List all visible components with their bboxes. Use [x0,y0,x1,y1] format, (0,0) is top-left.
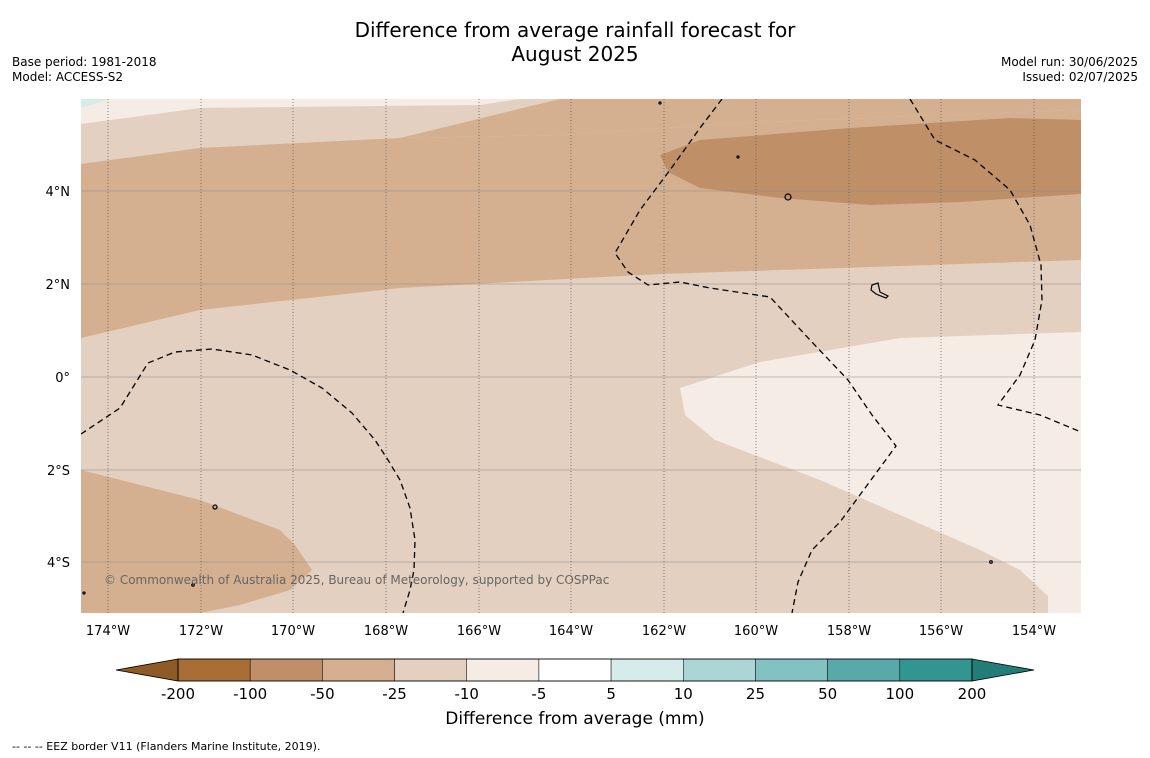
lat-label: 2°N [46,278,71,293]
colorbar-segment [466,658,540,682]
colorbar-tick-label: 25 [746,685,765,703]
colorbar-tick-label: 100 [885,685,914,703]
eez-footnote: -- -- -- EEZ border V11 (Flanders Marine… [12,740,321,753]
anomaly-band-dry-top [400,99,1081,138]
lon-label: 164°W [549,624,593,639]
lon-label: 160°W [734,624,778,639]
anomaly-light-top [81,99,520,124]
lon-label: 170°W [271,624,315,639]
base-period: Base period: 1981-2018 [12,55,157,69]
colorbar-segment [827,658,901,682]
colorbar-segment [249,658,323,682]
latitude-gridlines [81,190,1081,563]
lon-label: 166°W [457,624,501,639]
title-line-2: August 2025 [511,42,639,66]
anomaly-band-very-dry [660,118,1081,205]
colorbar-tick-label: 50 [818,685,837,703]
lon-label: 162°W [642,624,686,639]
lat-label: 2°S [47,464,70,479]
islands [82,101,993,595]
lat-label: 4°N [46,185,71,200]
colorbar: -200 -100 -50 -25 -10 -5 5 10 25 50 100 200 [115,658,1035,703]
colorbar-segment [683,658,756,682]
colorbar-segment [322,658,395,682]
map-area: © Commonwealth of Australia 2025, Bureau… [81,99,1081,613]
colorbar-tick-labels: -200 -100 -50 -25 -10 -5 5 10 25 50 100 200 [161,685,986,703]
lon-label: 154°W [1012,624,1056,639]
copyright-notice: © Commonwealth of Australia 2025, Bureau… [104,573,609,587]
colorbar-segments [177,658,973,682]
colorbar-segment [610,658,684,682]
lon-label: 174°W [86,624,130,639]
lon-label: 172°W [179,624,223,639]
title-line-1: Difference from average rainfall forecas… [354,18,796,42]
lon-label: 158°W [827,624,871,639]
lon-label: 156°W [919,624,963,639]
meta-left: Base period: 1981-2018 Model: ACCESS-S2 [12,55,157,85]
colorbar-frame [177,658,973,682]
colorbar-tick-label: 200 [958,685,987,703]
lat-label: 0° [55,371,70,386]
colorbar-tick-label: -50 [310,685,335,703]
lat-label: 4°S [47,556,70,571]
colorbar-tick-label: 5 [606,685,616,703]
colorbar-segment [899,658,973,682]
colorbar-segment [755,658,828,682]
colorbar-tick-label: -5 [531,685,546,703]
colorbar-label: Difference from average (mm) [445,709,705,729]
issued-date: Issued: 02/07/2025 [1022,70,1138,84]
map-title: Difference from average rainfall forecas… [0,18,1150,66]
lon-label: 168°W [364,624,408,639]
eez-borders [81,99,1081,613]
colorbar-extend-high [971,658,1035,682]
colorbar-tick-label: 10 [674,685,693,703]
colorbar-segment [538,658,612,682]
anomaly-dry-southwest [81,470,312,613]
colorbar-extend-low [115,658,179,682]
anomaly-wet-corner [81,99,111,108]
colorbar-tick-label: -10 [454,685,479,703]
colorbar-tick-label: -100 [233,685,267,703]
colorbar-segment [394,658,467,682]
colorbar-tick-label: -25 [382,685,407,703]
model-name: Model: ACCESS-S2 [12,70,124,84]
anomaly-near-average [680,332,1081,613]
model-run: Model run: 30/06/2025 [1000,55,1138,69]
meta-right: Model run: 30/06/2025 Issued: 02/07/2025 [1001,55,1138,85]
longitude-labels: 174°W 172°W 170°W 168°W 166°W 164°W 162°… [86,624,1056,639]
latitude-labels: 4°N 2°N 0° 2°S 4°S [46,185,71,571]
colorbar-tick-label: -200 [161,685,195,703]
colorbar-segment [177,658,251,682]
